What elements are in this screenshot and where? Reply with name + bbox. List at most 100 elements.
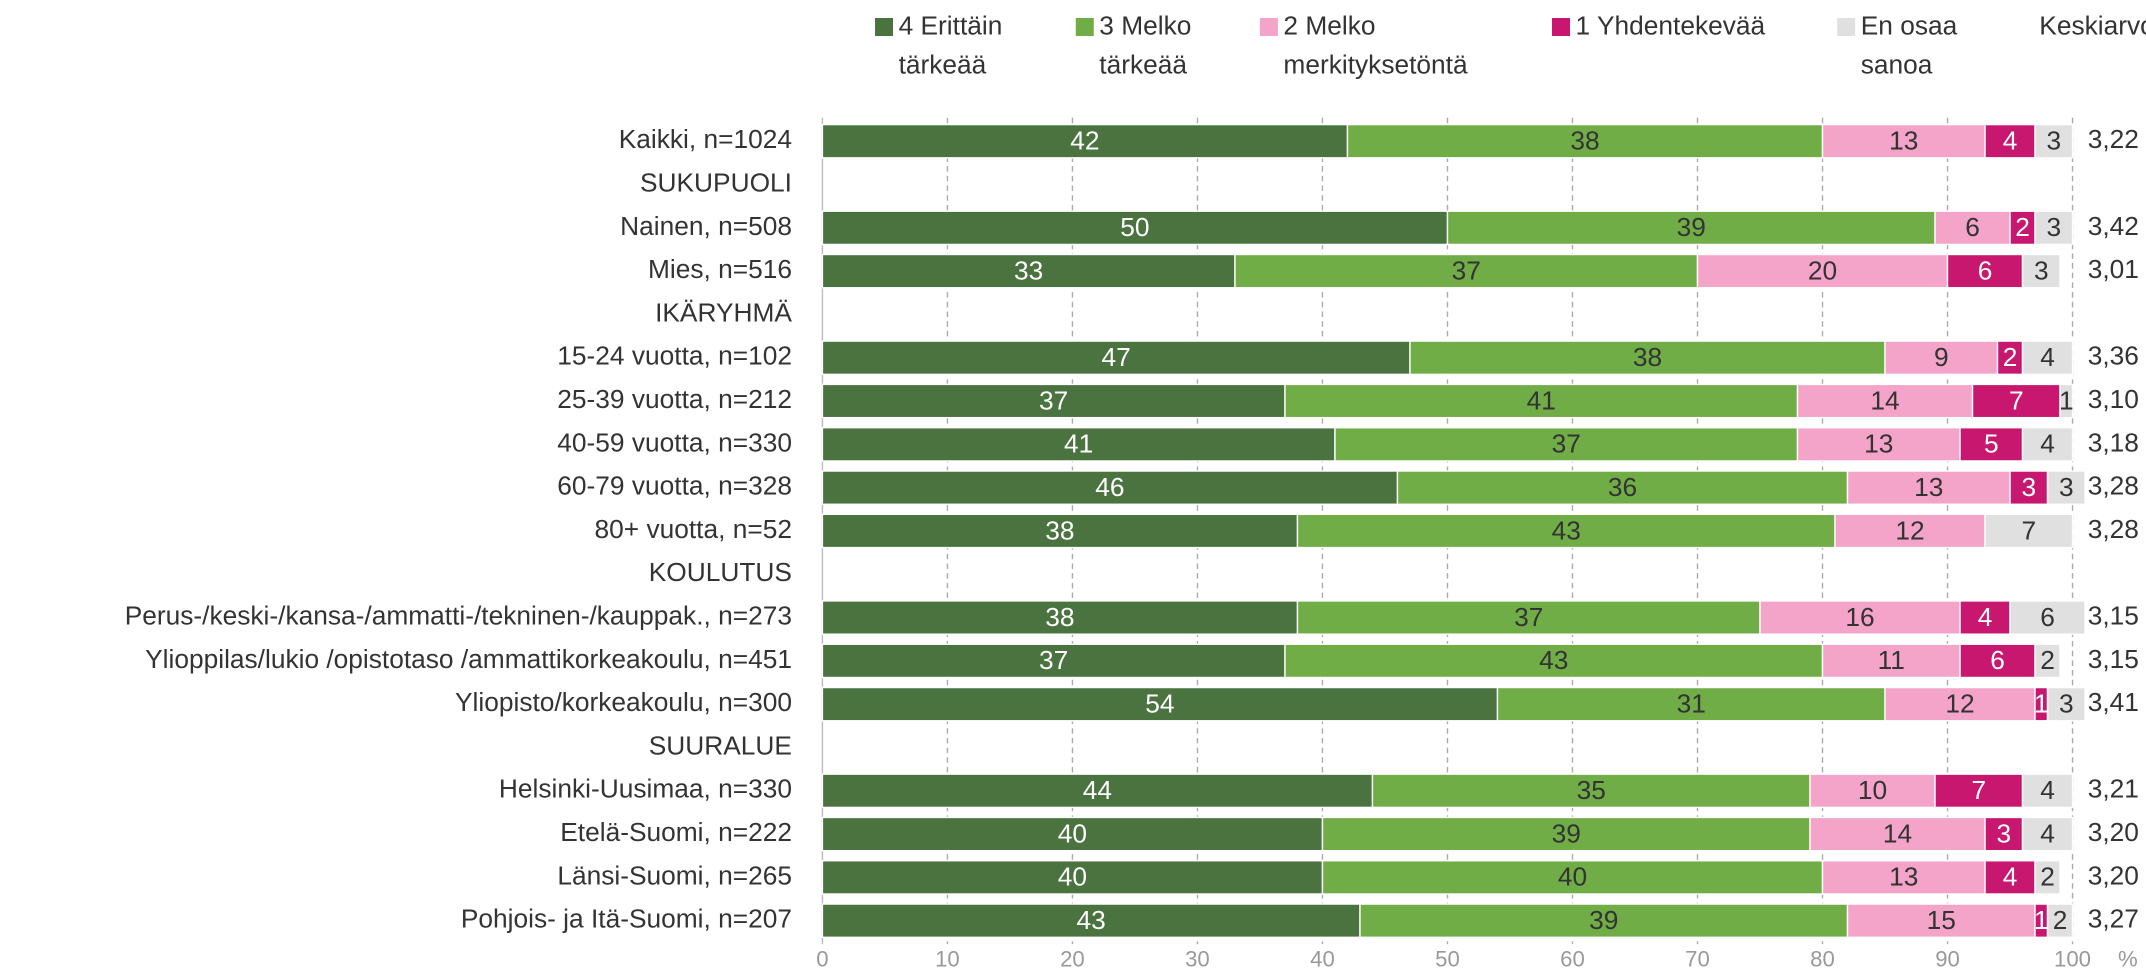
average-value: 3,36: [2088, 341, 2139, 371]
data-label: 54: [1145, 688, 1174, 718]
average-value: 3,01: [2088, 254, 2139, 284]
bar-segment: [1809, 773, 1936, 809]
average-value: 3,18: [2088, 427, 2139, 457]
bar-segment: [1296, 600, 1761, 635]
data-label: 9: [1934, 342, 1949, 372]
data-label: 3: [2059, 472, 2074, 502]
legend-swatch: [1075, 17, 1094, 36]
data-label: 13: [1914, 472, 1943, 502]
data-label: 3: [1996, 818, 2011, 848]
data-label: 38: [1570, 126, 1599, 156]
bar-segment: [1759, 600, 1961, 635]
data-label: 13: [1889, 862, 1918, 892]
data-label: 43: [1552, 515, 1581, 545]
data-label: 2: [2040, 645, 2055, 675]
category-label: Kaikki, n=1024: [619, 124, 792, 154]
legend-item: 2 Melko merkityksetöntä: [1283, 12, 1468, 81]
bar-segment: [1696, 253, 1949, 289]
legend-item: 1 Yhdentekevää: [1575, 12, 1766, 42]
data-label: 10: [1858, 775, 1887, 805]
legend-label: 1 Yhdentekevää: [1575, 12, 1766, 42]
bar-segment: [1834, 513, 1986, 549]
data-label: 39: [1552, 818, 1581, 848]
average-value: 3,21: [2088, 774, 2139, 804]
data-label: 7: [1971, 775, 1986, 805]
data-label: 4: [2003, 126, 2018, 156]
x-tick-label: 60: [1560, 947, 1585, 972]
bar-segment: [1321, 860, 1824, 895]
category-label: Yliopisto/korkeakoulu, n=300: [455, 687, 792, 717]
average-value: 3,15: [2088, 601, 2139, 631]
data-label: 37: [1514, 602, 1543, 632]
bar-segment: [2046, 903, 2074, 938]
bar-segment: [1959, 427, 2024, 462]
bar-segment: [821, 210, 1449, 246]
category-label: KOULUTUS: [649, 557, 792, 587]
bar-segment: [2021, 253, 2061, 289]
data-label: 38: [1045, 515, 1074, 545]
data-label: 2: [2003, 342, 2018, 372]
data-label: 2: [2015, 212, 2030, 242]
averages-title: Keskiarvo: [2039, 11, 2146, 41]
bar-segment: [821, 123, 1349, 159]
average-value: 3,27: [2088, 904, 2139, 934]
data-label: 47: [1102, 342, 1131, 372]
legend-label: 4 Erittäin tärkeää: [898, 12, 1003, 81]
legend-label: 2 Melko merkityksetöntä: [1283, 12, 1468, 81]
data-label: 41: [1064, 429, 1093, 459]
bar-segment: [1496, 686, 1886, 722]
data-label: 33: [1014, 255, 1043, 285]
bar-segment: [821, 686, 1499, 722]
legend-swatch: [1552, 17, 1570, 36]
data-label: 3: [2021, 472, 2036, 502]
bar-segment: [1359, 903, 1849, 938]
average-value: 3,20: [2088, 860, 2139, 890]
legend-item: En osaa sanoa: [1861, 12, 1958, 80]
bar-segment: [1809, 816, 1986, 852]
data-label: 4: [2040, 429, 2055, 459]
data-label: 31: [1677, 688, 1706, 718]
category-label: Perus-/keski-/kansa-/ammatti-/tekninen-/…: [125, 601, 792, 631]
data-label: 37: [1452, 255, 1481, 285]
data-label: 2: [2053, 905, 2068, 935]
legend-swatch: [875, 17, 894, 36]
x-tick-label: 90: [1935, 947, 1960, 972]
data-label: 20: [1808, 255, 1837, 285]
legend-label: 3 Melko tärkeää: [1099, 12, 1192, 81]
bar-segment: [1884, 686, 2036, 722]
data-label: 12: [1895, 515, 1924, 545]
bar-segment: [2034, 123, 2074, 159]
x-tick-label: 0: [816, 947, 828, 972]
data-label: 37: [1039, 645, 1068, 675]
category-label: Etelä-Suomi, n=222: [560, 817, 792, 847]
bar-segment: [1321, 816, 1811, 852]
bar-segment: [1984, 816, 2024, 852]
data-label: 4: [1978, 602, 1993, 632]
bar-segment: [821, 470, 1399, 505]
average-value: 3,28: [2088, 514, 2139, 544]
bar-segment: [1846, 903, 2036, 938]
bar-segment: [821, 383, 1286, 419]
data-label: 37: [1552, 429, 1581, 459]
data-label: 15: [1927, 905, 1956, 935]
data-label: 6: [2040, 602, 2055, 632]
category-label: Pohjois- ja Itä-Suomi, n=207: [461, 904, 792, 934]
data-label: 36: [1608, 472, 1637, 502]
data-label: 7: [2021, 515, 2036, 545]
bar-segment: [821, 773, 1374, 809]
bar-segment: [2046, 470, 2086, 505]
x-tick-label: 20: [1060, 947, 1085, 972]
bar-segment: [1984, 513, 2074, 549]
x-tick-label: 30: [1185, 947, 1210, 972]
bar-segment: [1446, 210, 1936, 246]
bar-segment: [2009, 210, 2036, 246]
data-label: 39: [1589, 905, 1618, 935]
x-tick-label: 100: [2054, 947, 2091, 972]
average-value: 3,42: [2088, 211, 2139, 241]
category-label: Länsi-Suomi, n=265: [557, 860, 792, 890]
bar-segment: [2009, 600, 2086, 635]
x-tick-label: 40: [1310, 947, 1335, 972]
bar-segment: [2021, 773, 2074, 809]
legend-item: 4 Erittäin tärkeää: [898, 12, 1003, 81]
